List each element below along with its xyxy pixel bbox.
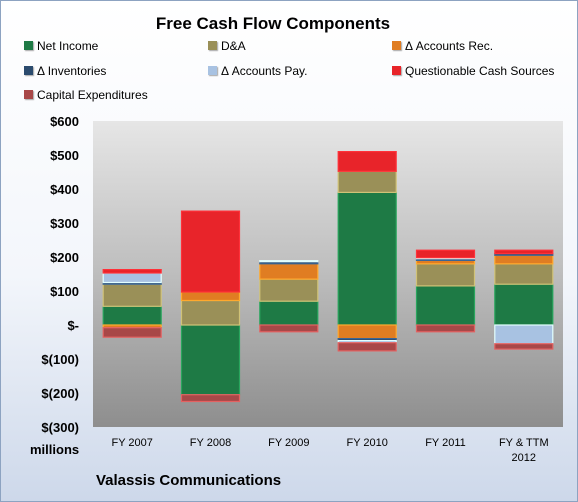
legend-item: Capital Expenditures <box>24 88 148 102</box>
y-tick-label: $(300) <box>41 420 79 435</box>
legend-label: Δ Inventories <box>37 64 107 78</box>
bar-segment <box>180 394 241 403</box>
y-tick-label: $200 <box>50 250 79 265</box>
company-name: Valassis Communications <box>96 472 282 489</box>
bar-segment <box>415 285 476 326</box>
bar-segment <box>337 151 397 172</box>
legend-label: Net Income <box>37 39 99 53</box>
legend-swatch <box>208 66 217 75</box>
x-tick-label: FY & TTM 2012 <box>499 437 549 464</box>
bar-segment <box>494 249 554 255</box>
x-tick-label: FY 2011 <box>425 437 466 449</box>
bar-segment <box>337 191 397 326</box>
x-tick-label: FY 2010 <box>347 437 388 449</box>
bar-segment <box>494 263 554 285</box>
units-label: millions <box>30 442 80 457</box>
bars-layer <box>102 151 554 403</box>
bar-segment <box>415 249 476 259</box>
legend-label: Δ Accounts Pay. <box>221 64 308 78</box>
bar-segment <box>494 324 554 345</box>
bar-segment <box>337 324 397 340</box>
bar-segment <box>102 272 162 284</box>
x-tick-label: FY 2008 <box>190 437 231 449</box>
legend-label: Questionable Cash Sources <box>405 64 555 78</box>
plot-area <box>93 121 563 427</box>
bar-segment <box>180 210 241 293</box>
legend-item: D&A <box>208 39 246 53</box>
y-tick-label: $(100) <box>41 352 79 367</box>
y-tick-label: $- <box>67 318 79 333</box>
y-tick-label: $600 <box>50 114 79 129</box>
legend-swatch <box>392 41 401 50</box>
legend-label: D&A <box>221 39 246 53</box>
legend-swatch <box>392 66 401 75</box>
bar-segment <box>494 283 554 326</box>
bar-segment <box>259 300 319 326</box>
bar-segment <box>337 342 397 352</box>
bar-segment <box>494 343 554 350</box>
bar-segment <box>180 324 241 396</box>
legend-swatch <box>24 41 33 50</box>
chart-title: Free Cash Flow Components <box>155 14 391 33</box>
y-axis: $(300) $(200) $(100) $- $100 $200 $300 $400 $500… <box>41 114 79 435</box>
bar-segment <box>180 299 241 326</box>
bar-segment <box>102 269 162 274</box>
legend-item: Questionable Cash Sources <box>392 64 554 78</box>
legend-swatch <box>208 41 217 50</box>
y-tick-label: $300 <box>50 216 79 231</box>
bar-segment <box>102 305 162 326</box>
bar-segment <box>102 283 162 307</box>
bar-segment <box>259 260 319 263</box>
bar-segment <box>102 327 162 338</box>
bar-segment <box>180 291 241 302</box>
bar-segment <box>415 324 476 333</box>
y-tick-label: $(200) <box>41 386 79 401</box>
bar-segment <box>494 254 554 265</box>
x-axis: FY 2007 FY 2008 FY 2009 FY 2010 FY 2011 FY & … <box>112 437 549 464</box>
legend-swatch <box>24 90 33 99</box>
bar-segment <box>337 170 397 194</box>
legend-item: Δ Accounts Pay. <box>208 64 308 78</box>
x-tick-label: FY 2007 <box>112 437 153 449</box>
bar-segment <box>259 263 319 280</box>
x-tick-label: FY 2009 <box>268 437 309 449</box>
legend-item: Δ Inventories <box>24 64 106 78</box>
legend-swatch <box>24 66 33 75</box>
bar-segment <box>415 263 476 287</box>
legend-item: Δ Accounts Rec. <box>392 39 493 53</box>
legend-item: Net Income <box>24 39 98 53</box>
y-tick-label: $500 <box>50 148 79 163</box>
bar-segment <box>259 324 319 333</box>
legend-label: Capital Expenditures <box>37 88 148 102</box>
y-tick-label: $400 <box>50 182 79 197</box>
y-tick-label: $100 <box>50 284 79 299</box>
legend-label: Δ Accounts Rec. <box>405 39 494 53</box>
bar-segment <box>259 278 319 302</box>
